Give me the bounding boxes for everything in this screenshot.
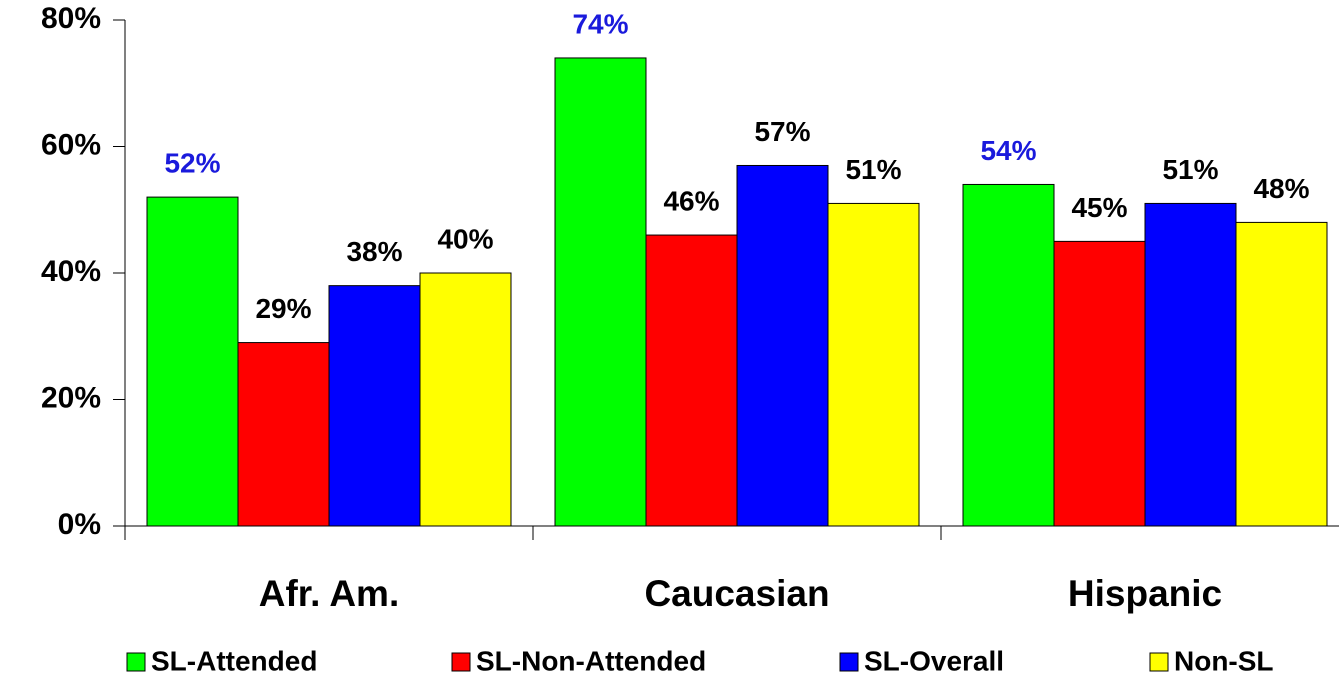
bar — [645, 234, 738, 527]
data-label: 52% — [164, 147, 220, 178]
legend-label: SL-Attended — [151, 645, 317, 676]
legend-label: SL-Non-Attended — [476, 645, 706, 676]
bar — [419, 272, 512, 527]
data-label: 51% — [845, 154, 901, 185]
legend-label: SL-Overall — [864, 645, 1004, 676]
data-label: 46% — [663, 185, 719, 216]
legend-swatch — [1149, 652, 1169, 672]
bar — [554, 57, 647, 527]
data-label: 74% — [572, 8, 628, 39]
data-label: 48% — [1253, 173, 1309, 204]
data-label: 54% — [980, 135, 1036, 166]
bar — [328, 285, 421, 527]
data-label: 45% — [1071, 192, 1127, 223]
x-tick-label: Caucasian — [644, 573, 829, 614]
bar — [1235, 221, 1328, 527]
bar — [146, 196, 239, 527]
bar — [1053, 240, 1146, 527]
y-tick-label: 60% — [41, 128, 101, 161]
y-tick-label: 20% — [41, 381, 101, 414]
legend-swatch — [451, 652, 471, 672]
x-tick-label: Hispanic — [1068, 573, 1222, 614]
bar — [1144, 202, 1237, 527]
y-tick-label: 80% — [41, 2, 101, 35]
data-label: 38% — [346, 236, 402, 267]
bar — [237, 342, 330, 527]
data-label: 40% — [437, 223, 493, 254]
legend-swatch — [126, 652, 146, 672]
data-label: 29% — [255, 293, 311, 324]
y-tick-label: 0% — [58, 508, 101, 541]
data-label: 51% — [1162, 154, 1218, 185]
bar — [962, 183, 1055, 527]
legend-swatch — [839, 652, 859, 672]
data-label: 57% — [754, 116, 810, 147]
x-tick-label: Afr. Am. — [259, 573, 399, 614]
y-tick-label: 40% — [41, 255, 101, 288]
bar — [736, 164, 829, 527]
legend-label: Non-SL — [1174, 645, 1274, 676]
bar — [827, 202, 920, 527]
